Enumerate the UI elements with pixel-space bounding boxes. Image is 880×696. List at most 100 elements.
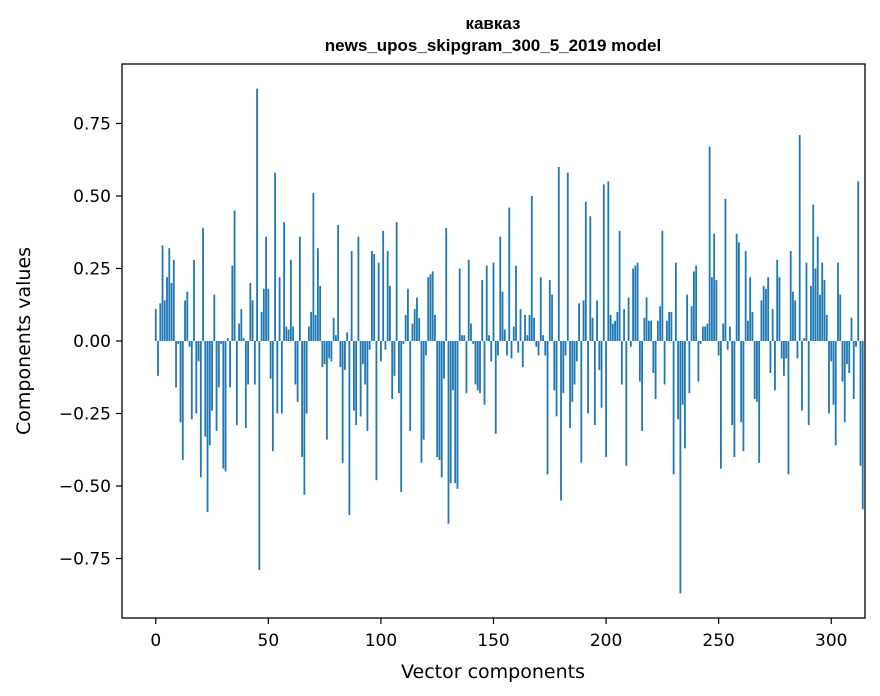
bar-282 bbox=[789, 251, 792, 341]
bar-38 bbox=[240, 309, 243, 341]
bar-80 bbox=[334, 335, 337, 341]
bar-103 bbox=[386, 251, 389, 341]
bar-132 bbox=[452, 341, 454, 391]
bar-99 bbox=[377, 262, 380, 341]
bar-23 bbox=[206, 341, 209, 513]
bar-314 bbox=[861, 341, 864, 510]
bar-175 bbox=[548, 280, 551, 341]
bar-246 bbox=[708, 146, 711, 341]
bar-235 bbox=[683, 341, 686, 449]
bar-31 bbox=[224, 341, 227, 472]
bar-8 bbox=[172, 259, 175, 341]
bar-100 bbox=[380, 341, 382, 362]
bar-264 bbox=[749, 277, 752, 341]
bar-214 bbox=[636, 262, 639, 341]
bar-279 bbox=[783, 341, 785, 376]
bar-173 bbox=[544, 341, 547, 356]
bar-182 bbox=[564, 341, 567, 356]
bar-114 bbox=[411, 323, 414, 341]
bar-213 bbox=[634, 265, 637, 341]
bar-252 bbox=[722, 323, 725, 341]
bar-89 bbox=[355, 341, 358, 426]
bar-117 bbox=[418, 317, 421, 341]
bar-186 bbox=[573, 341, 576, 385]
bar-57 bbox=[283, 222, 286, 341]
bar-288 bbox=[803, 338, 806, 341]
bar-205 bbox=[616, 311, 619, 341]
bar-113 bbox=[409, 341, 412, 431]
bar-294 bbox=[816, 236, 819, 341]
bar-86 bbox=[348, 341, 351, 516]
bar-299 bbox=[828, 341, 830, 414]
bar-199 bbox=[602, 184, 605, 341]
bar-39 bbox=[242, 338, 245, 341]
bar-0 bbox=[154, 309, 157, 341]
bar-313 bbox=[859, 341, 862, 466]
bar-45 bbox=[256, 88, 258, 342]
bar-157 bbox=[508, 207, 511, 341]
bar-4 bbox=[163, 300, 166, 341]
bar-75 bbox=[323, 341, 326, 365]
bar-20 bbox=[199, 341, 202, 478]
bar-102 bbox=[384, 341, 387, 350]
bar-256 bbox=[731, 341, 734, 426]
axis-ticks: 0 50 100 150 200 250 300 −0.75 −0.50 −0.25 0.00 0.2… bbox=[59, 114, 848, 651]
bar-257 bbox=[733, 341, 736, 458]
bar-184 bbox=[569, 341, 571, 429]
bar-97 bbox=[373, 253, 376, 341]
y-tick-label: 0.00 bbox=[73, 332, 111, 352]
bar-292 bbox=[812, 204, 815, 341]
bar-144 bbox=[479, 341, 481, 394]
bar-129 bbox=[445, 227, 448, 341]
bar-168 bbox=[533, 317, 535, 341]
bar-148 bbox=[488, 335, 490, 341]
bar-98 bbox=[375, 341, 378, 481]
bar-204 bbox=[614, 320, 616, 341]
bar-91 bbox=[359, 341, 362, 417]
bar-11 bbox=[179, 341, 182, 423]
bar-78 bbox=[330, 341, 333, 362]
bar-71 bbox=[314, 314, 317, 341]
bar-276 bbox=[776, 259, 779, 341]
bar-5 bbox=[166, 277, 168, 341]
bar-192 bbox=[587, 341, 589, 414]
bar-130 bbox=[447, 341, 450, 524]
bar-266 bbox=[753, 341, 756, 400]
x-tick-label: 50 bbox=[258, 631, 280, 651]
bar-28 bbox=[217, 341, 220, 388]
bar-61 bbox=[292, 326, 295, 341]
bar-58 bbox=[285, 326, 288, 341]
bar-193 bbox=[589, 216, 592, 341]
plot-area-frame bbox=[121, 63, 866, 619]
bar-1 bbox=[157, 341, 159, 376]
bar-107 bbox=[395, 222, 398, 341]
bar-48 bbox=[262, 288, 265, 341]
bar-198 bbox=[600, 341, 603, 408]
bar-66 bbox=[303, 341, 306, 495]
bar-273 bbox=[769, 341, 772, 373]
bar-142 bbox=[474, 341, 477, 385]
bar-248 bbox=[713, 233, 716, 341]
bar-17 bbox=[193, 259, 195, 341]
bar-259 bbox=[738, 242, 740, 341]
bar-123 bbox=[431, 271, 434, 341]
bar-162 bbox=[519, 309, 522, 341]
y-tick-label: −0.75 bbox=[59, 550, 111, 570]
bar-120 bbox=[425, 341, 427, 356]
bar-268 bbox=[758, 341, 761, 463]
bar-258 bbox=[735, 233, 738, 341]
bar-287 bbox=[801, 341, 803, 411]
bar-243 bbox=[701, 326, 704, 341]
bar-296 bbox=[821, 262, 824, 341]
bar-135 bbox=[458, 268, 461, 341]
bar-249 bbox=[715, 280, 718, 341]
bar-291 bbox=[810, 285, 812, 341]
bar-104 bbox=[389, 285, 391, 341]
bar-18 bbox=[195, 341, 198, 414]
bar-211 bbox=[629, 341, 632, 347]
bar-94 bbox=[366, 341, 369, 431]
bar-109 bbox=[400, 341, 403, 492]
bar-43 bbox=[251, 300, 254, 341]
bar-145 bbox=[481, 280, 484, 341]
bar-41 bbox=[247, 341, 249, 385]
